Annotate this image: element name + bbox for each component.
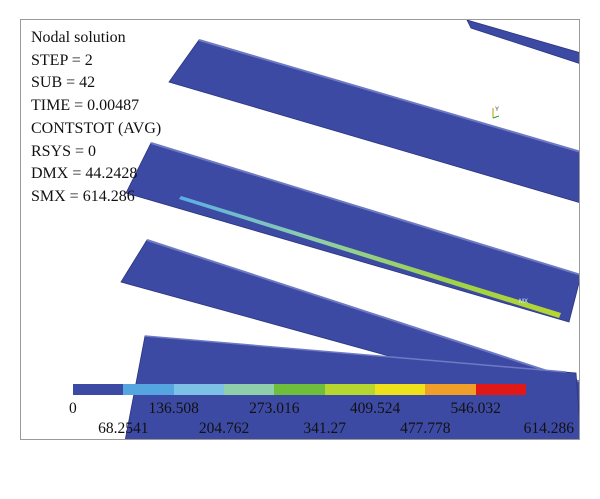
plate-2-edge: [150, 142, 579, 276]
legend-swatch-6: [374, 384, 426, 395]
legend-label-top-4: 546.032: [450, 400, 501, 417]
plate-1-edge: [198, 39, 579, 153]
info-result-type: CONTSTOT (AVG): [31, 119, 162, 137]
info-smx: SMX = 614.286: [31, 187, 135, 205]
plate-3-edge: [146, 239, 579, 383]
contour-plot-viewport: MX Y Nodal solution STEP = 2 SUB = 42 TI…: [20, 19, 580, 440]
legend-label-bottom-4: 614.286: [523, 420, 574, 437]
legend-swatch-4: [274, 384, 325, 395]
legend-label-bottom-2: 341.27: [303, 420, 346, 437]
legend-swatch-1: [123, 384, 174, 395]
info-rsys: RSYS = 0: [31, 142, 97, 160]
info-sub: SUB = 42: [31, 74, 96, 92]
legend-label-top-2: 273.016: [249, 400, 300, 417]
legend-label-bottom-0: 68.2541: [98, 420, 149, 437]
legend-label-top-0: 0: [69, 400, 77, 417]
legend-swatch-0: [73, 384, 124, 395]
solution-info-block: Nodal solution STEP = 2 SUB = 42 TIME = …: [31, 27, 161, 209]
legend-label-bottom-1: 204.762: [198, 420, 250, 437]
color-legend-bar: [73, 384, 526, 395]
info-time: TIME = 0.00487: [31, 97, 140, 115]
svg-text:Y: Y: [495, 107, 499, 113]
legend-swatch-2: [173, 384, 224, 395]
legend-swatch-3: [223, 384, 275, 395]
legend-swatch-7: [425, 384, 476, 395]
info-dmx: DMX = 44.2428: [31, 165, 138, 183]
contact-pressure-strip: [179, 196, 561, 318]
legend-swatch-8: [475, 384, 526, 395]
legend-label-bottom-3: 477.778: [400, 420, 451, 437]
coordinate-triad-icon: Y: [492, 107, 500, 119]
mx-marker: MX: [519, 299, 528, 305]
fe-model-view: MX Y: [120, 20, 579, 439]
plate-4-edge: [144, 335, 567, 373]
plate-top-right: [466, 20, 579, 64]
info-title: Nodal solution: [31, 29, 126, 46]
info-step: STEP = 2: [31, 51, 93, 69]
legend-swatch-5: [324, 384, 375, 395]
legend-label-top-1: 136.508: [148, 400, 199, 417]
legend-label-top-3: 409.524: [349, 400, 401, 417]
